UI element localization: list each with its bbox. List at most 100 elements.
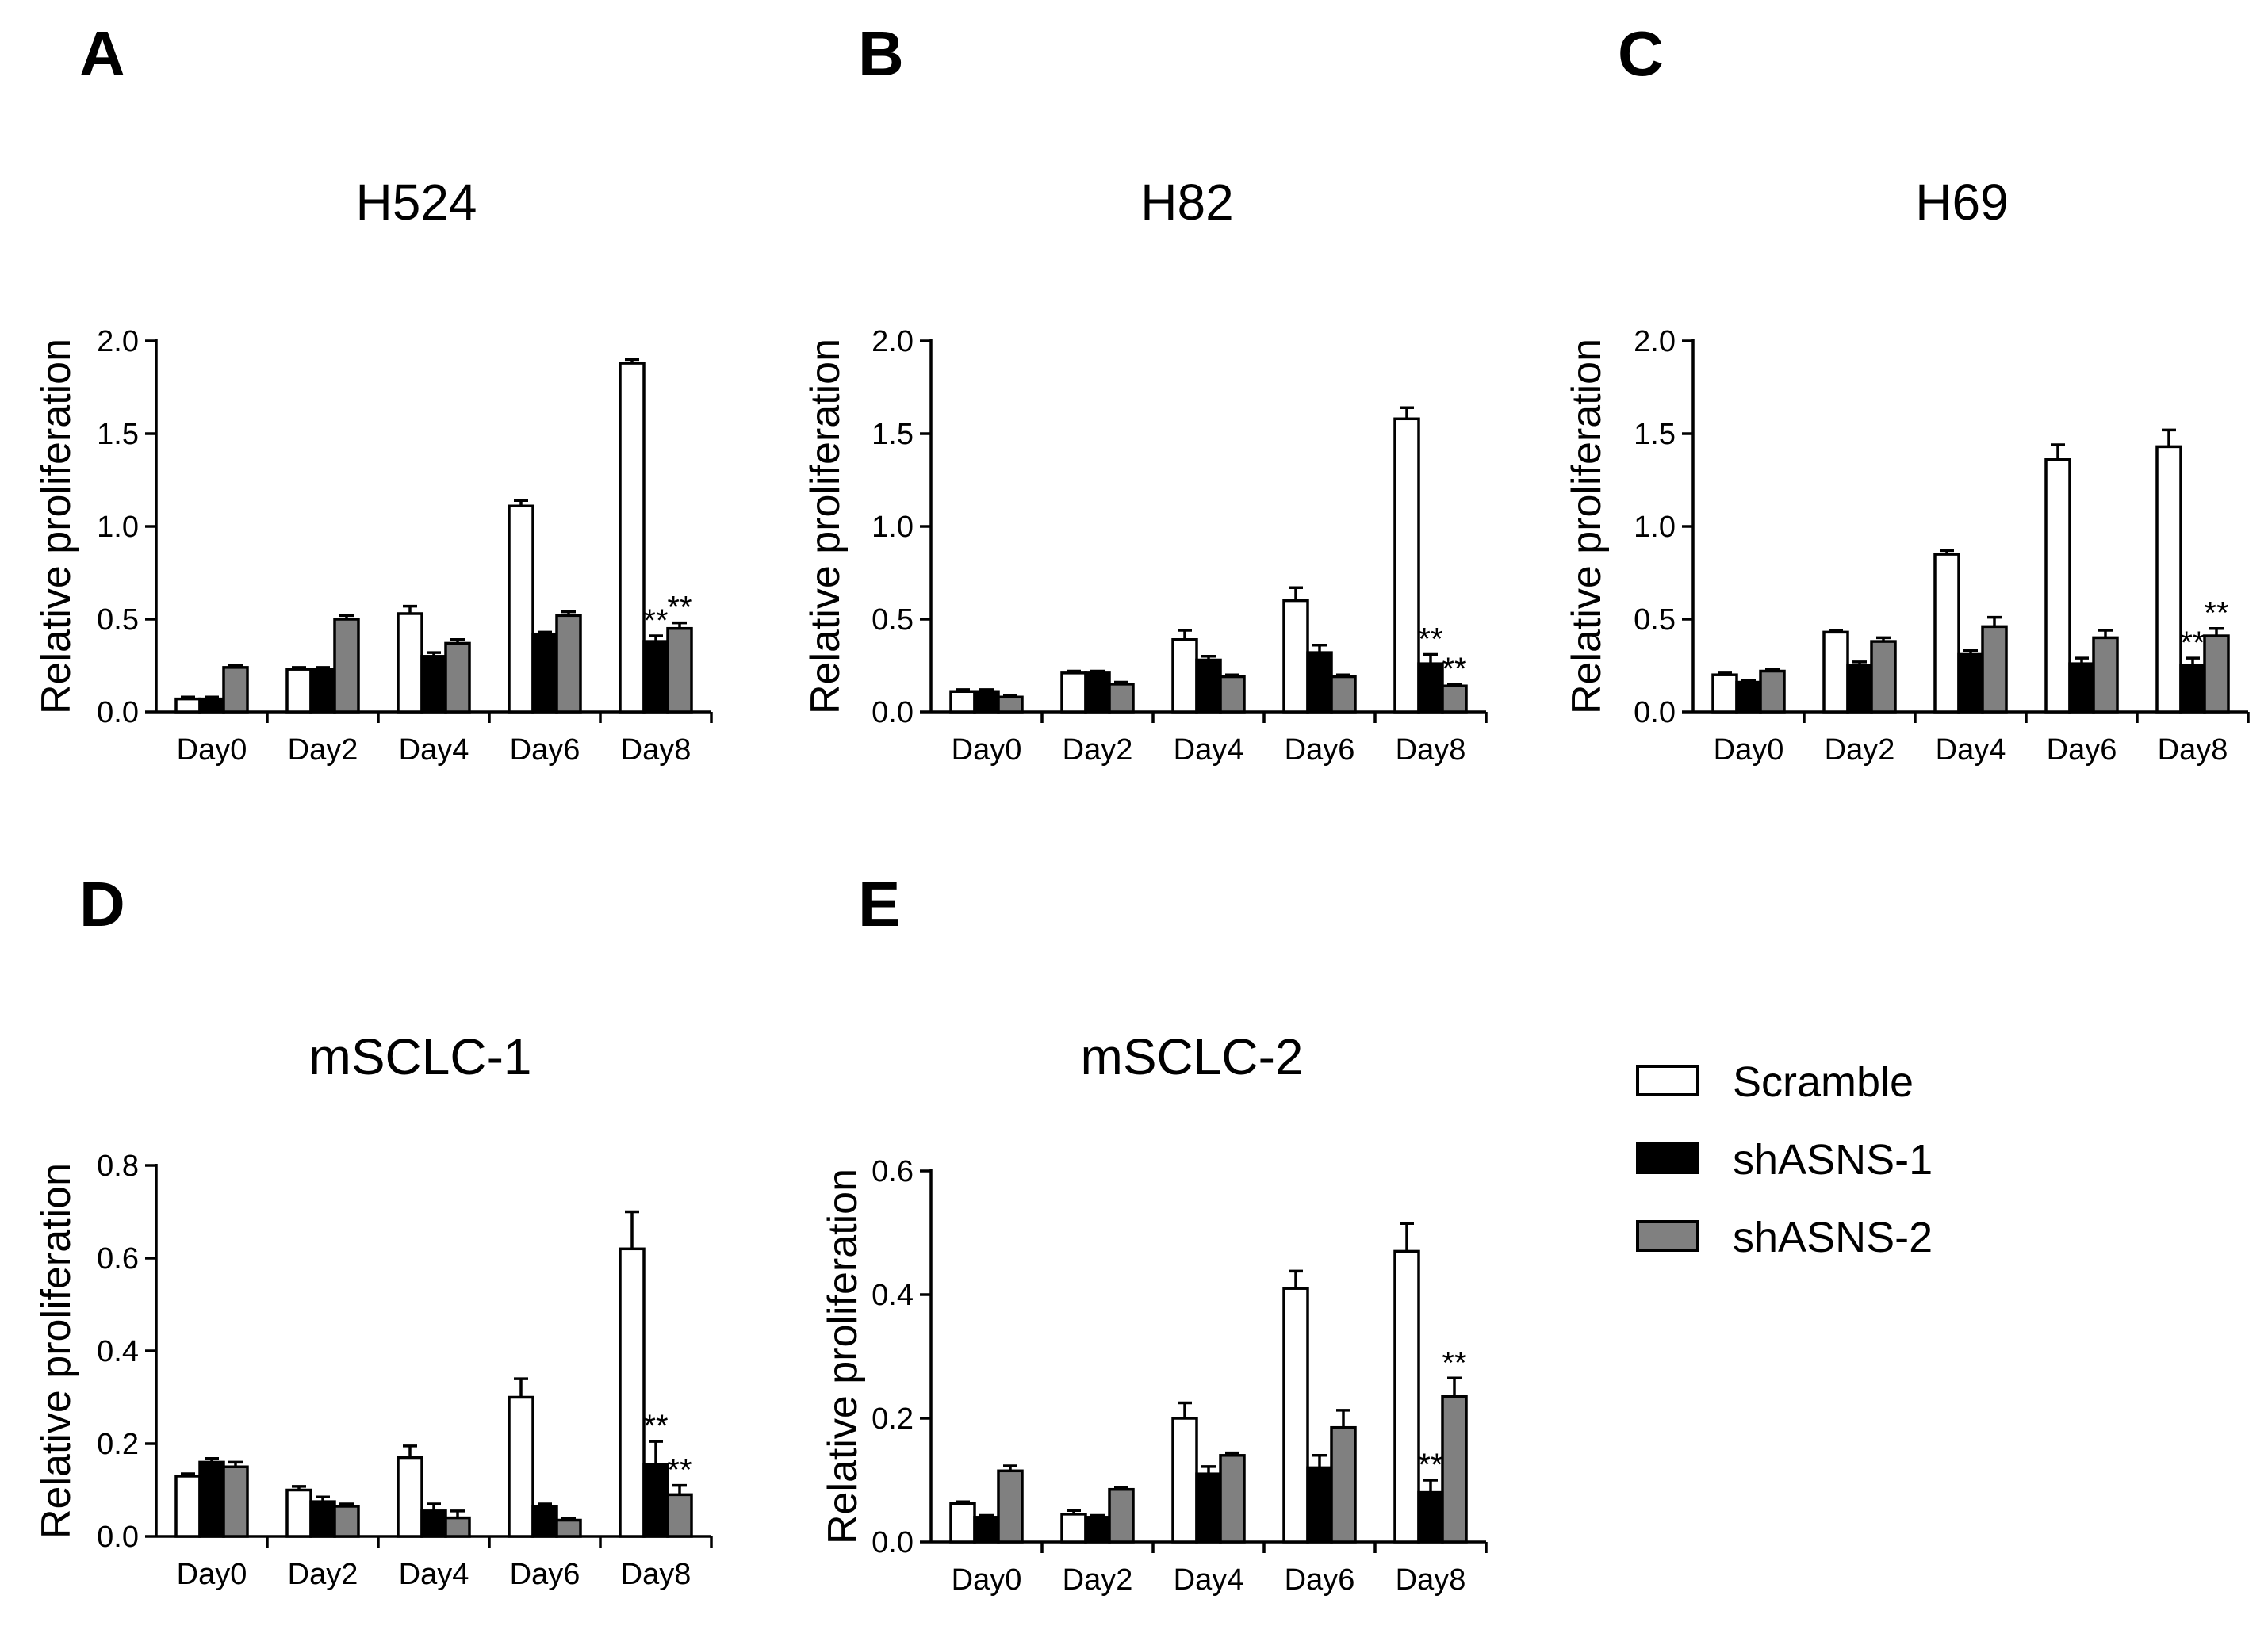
significance-label: ** xyxy=(1442,1345,1466,1380)
bar-shasns-2-day6 xyxy=(555,1518,582,1538)
error-bar xyxy=(649,634,663,642)
x-tick-label: Day6 xyxy=(1285,1563,1355,1597)
legend-label-scramble: Scramble xyxy=(1733,1058,1914,1106)
x-tick-label: Day4 xyxy=(1936,733,2006,767)
y-tick-label: 2.0 xyxy=(97,325,139,358)
y-tick-label: 0.0 xyxy=(872,1526,914,1559)
y-tick-label: 1.0 xyxy=(872,511,914,544)
bar-shasns-1-day0 xyxy=(1735,680,1762,714)
bar-shasns-1-day4 xyxy=(1957,652,1984,714)
bar-scramble-day4 xyxy=(1171,637,1198,714)
bar-shasns-2-day4 xyxy=(1219,1454,1246,1544)
bar-scramble-day2 xyxy=(1060,1513,1087,1544)
error-bar xyxy=(1876,636,1891,642)
error-bar xyxy=(1289,586,1303,601)
error-bar xyxy=(1963,649,1978,655)
error-bar xyxy=(2209,626,2224,637)
error-bar xyxy=(1765,668,1780,671)
y-tick-label: 0.6 xyxy=(872,1155,914,1188)
error-bar xyxy=(1423,1479,1438,1493)
bar-scramble-day6 xyxy=(508,1395,534,1538)
error-bar xyxy=(561,610,576,616)
bar-scramble-day0 xyxy=(174,697,201,714)
bar-scramble-day0 xyxy=(174,1475,201,1538)
error-bar xyxy=(1090,669,1105,673)
error-bar xyxy=(1400,1222,1414,1252)
x-tick-label: Day2 xyxy=(1063,733,1133,767)
bar-shasns-2-day0 xyxy=(222,666,249,714)
significance-label: ** xyxy=(2204,596,2228,631)
error-bar xyxy=(1312,1454,1327,1468)
bar-shasns-2-day6 xyxy=(1330,1425,1357,1544)
error-bar xyxy=(538,630,552,634)
bar-scramble-day8 xyxy=(2155,445,2182,714)
error-bar xyxy=(956,688,970,692)
error-bar xyxy=(1178,629,1192,640)
error-bar xyxy=(2051,443,2065,460)
error-bar xyxy=(316,666,330,670)
legend-swatch-shasns-2 xyxy=(1636,1220,1699,1252)
bar-scramble-day6 xyxy=(2044,458,2071,714)
chart-panel-b: B H82 Relative proliferation 0.0 0.5 1.0 1.5 2.… xyxy=(803,18,1488,767)
error-bar xyxy=(316,1495,330,1502)
x-tick-label: Day8 xyxy=(2158,733,2228,767)
error-bar xyxy=(1067,1509,1081,1514)
error-bar xyxy=(1741,679,1756,683)
bar-shasns-2-day8 xyxy=(666,626,693,714)
y-tick-label: 0.8 xyxy=(97,1150,139,1183)
error-bar xyxy=(339,614,354,619)
error-bar xyxy=(1225,1451,1239,1456)
bar-shasns-2-day8 xyxy=(1441,684,1468,714)
error-bar xyxy=(1829,629,1843,633)
panel-letter: A xyxy=(79,18,125,89)
y-tick-label: 0.6 xyxy=(97,1242,139,1276)
x-tick-label: Day2 xyxy=(1825,733,1895,767)
error-bar xyxy=(1336,1409,1350,1428)
error-bar xyxy=(1201,655,1216,660)
bar-shasns-2-day0 xyxy=(222,1465,249,1538)
error-bar xyxy=(1289,1269,1303,1289)
y-tick-label: 0.4 xyxy=(872,1279,914,1312)
bar-shasns-1-day4 xyxy=(420,655,447,714)
bar-scramble-day0 xyxy=(949,1502,976,1544)
x-tick-label: Day2 xyxy=(288,733,358,767)
bar-shasns-1-day6 xyxy=(531,1505,558,1538)
error-bar xyxy=(979,688,994,692)
error-bar xyxy=(1067,669,1081,673)
error-bar xyxy=(1114,680,1128,684)
bar-shasns-1-day6 xyxy=(2068,662,2095,714)
error-bar xyxy=(1178,1401,1192,1418)
legend-swatch-shasns-1 xyxy=(1636,1142,1699,1174)
bar-shasns-1-day6 xyxy=(1306,651,1333,714)
y-axis-label: Relative proliferation xyxy=(33,1163,79,1539)
x-tick-label: Day0 xyxy=(177,1558,247,1591)
bar-shasns-2-day6 xyxy=(2092,636,2119,714)
bar-shasns-2-day4 xyxy=(444,1516,471,1538)
significance-label: ** xyxy=(1418,1448,1442,1483)
x-tick-label: Day8 xyxy=(1396,733,1466,767)
error-bar xyxy=(427,651,441,656)
error-bar xyxy=(979,1513,994,1517)
legend: Scramble shASNS-1 shASNS-2 xyxy=(1636,1058,1933,1261)
bar-shasns-2-day6 xyxy=(1330,675,1357,714)
bar-scramble-day8 xyxy=(619,1247,646,1538)
error-bar xyxy=(1201,1465,1216,1475)
y-tick-label: 0.5 xyxy=(97,603,139,637)
y-axis-label: Relative proliferation xyxy=(1564,339,1610,714)
bar-shasns-2-day6 xyxy=(555,614,582,714)
error-bar xyxy=(1447,1376,1462,1397)
bar-shasns-1-day0 xyxy=(973,690,1000,714)
y-tick-label: 0.5 xyxy=(872,603,914,637)
legend-label-shasns-2: shASNS-2 xyxy=(1733,1214,1933,1261)
error-bar xyxy=(205,1456,219,1463)
bar-shasns-2-day8 xyxy=(1441,1395,1468,1544)
panel-letter: D xyxy=(79,869,125,939)
error-bar xyxy=(672,621,687,629)
x-tick-label: Day4 xyxy=(1174,1563,1244,1597)
error-bar xyxy=(427,1502,441,1511)
bar-shasns-1-day0 xyxy=(198,1460,225,1538)
y-tick-label: 1.5 xyxy=(97,418,139,451)
error-bar xyxy=(450,1509,465,1518)
bar-scramble-day4 xyxy=(1933,553,1960,714)
x-tick-label: Day8 xyxy=(1396,1563,1466,1597)
